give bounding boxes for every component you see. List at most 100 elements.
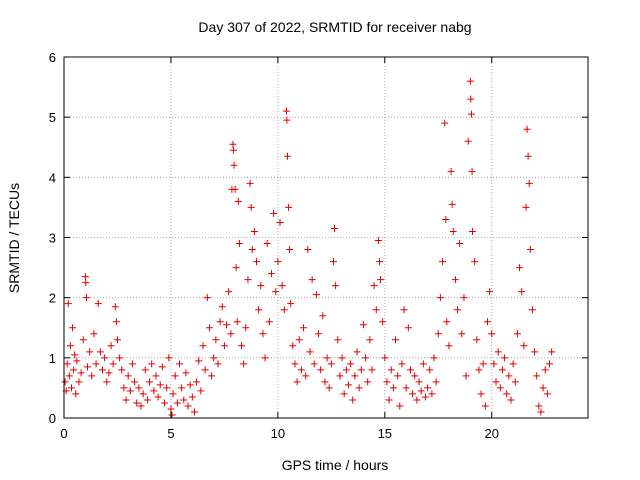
data-point-149 xyxy=(338,354,346,362)
data-point-52 xyxy=(154,393,162,401)
data-point-143 xyxy=(327,360,335,368)
x-tick-label-20: 20 xyxy=(485,426,499,441)
data-point-248 xyxy=(533,372,541,380)
data-point-219 xyxy=(475,366,483,374)
data-point-186 xyxy=(415,378,423,386)
data-point-225 xyxy=(488,330,496,338)
data-point-12 xyxy=(75,378,83,386)
data-point-15 xyxy=(81,273,89,281)
data-point-9 xyxy=(71,351,79,359)
data-point-179 xyxy=(400,306,408,314)
data-point-129 xyxy=(297,366,305,374)
data-point-222 xyxy=(481,402,489,410)
data-point-255 xyxy=(548,348,556,356)
data-point-209 xyxy=(460,294,468,302)
data-point-229 xyxy=(496,384,504,392)
data-point-213 xyxy=(467,95,475,103)
data-point-90 xyxy=(229,146,237,154)
data-point-37 xyxy=(122,396,130,404)
data-point-234 xyxy=(507,396,515,404)
data-point-192 xyxy=(428,390,436,398)
y-tick-label-2: 2 xyxy=(49,291,56,306)
data-point-174 xyxy=(389,384,397,392)
data-point-238 xyxy=(516,264,524,272)
data-point-92 xyxy=(231,185,239,193)
data-point-204 xyxy=(449,227,457,235)
data-point-139 xyxy=(319,312,327,320)
data-point-215 xyxy=(468,167,476,175)
data-point-130 xyxy=(300,324,308,332)
data-point-23 xyxy=(94,300,102,308)
data-point-24 xyxy=(96,348,104,356)
data-point-102 xyxy=(247,203,255,211)
data-point-21 xyxy=(90,330,98,338)
data-point-160 xyxy=(362,354,370,362)
data-point-56 xyxy=(163,384,171,392)
data-point-218 xyxy=(473,336,481,344)
data-point-152 xyxy=(344,381,352,389)
data-points xyxy=(61,77,556,419)
data-point-101 xyxy=(246,179,254,187)
data-point-133 xyxy=(306,348,314,356)
data-point-148 xyxy=(336,372,344,380)
data-point-183 xyxy=(409,390,417,398)
y-tick-label-3: 3 xyxy=(49,231,56,246)
data-point-141 xyxy=(323,354,331,362)
data-point-237 xyxy=(513,330,521,338)
data-point-32 xyxy=(112,318,120,326)
data-point-169 xyxy=(379,318,387,326)
data-point-45 xyxy=(139,390,147,398)
data-point-249 xyxy=(535,402,543,410)
data-point-4 xyxy=(65,372,73,380)
data-point-242 xyxy=(523,125,531,133)
data-point-251 xyxy=(539,384,547,392)
data-point-159 xyxy=(359,321,367,329)
data-point-58 xyxy=(167,405,175,413)
data-point-36 xyxy=(120,384,128,392)
data-point-175 xyxy=(392,336,400,344)
data-point-158 xyxy=(357,366,365,374)
data-point-198 xyxy=(441,119,449,127)
data-point-210 xyxy=(462,372,470,380)
data-point-207 xyxy=(456,240,464,248)
data-point-110 xyxy=(263,240,271,248)
data-point-117 xyxy=(278,282,286,290)
data-point-114 xyxy=(272,288,280,296)
data-point-150 xyxy=(340,390,348,398)
data-point-136 xyxy=(312,291,320,299)
data-point-86 xyxy=(225,288,233,296)
data-point-140 xyxy=(321,378,329,386)
data-point-211 xyxy=(464,137,472,145)
data-point-27 xyxy=(103,378,111,386)
data-point-118 xyxy=(280,306,288,314)
data-point-43 xyxy=(135,384,143,392)
data-point-153 xyxy=(347,360,355,368)
data-point-61 xyxy=(171,372,179,380)
y-axis-label: SRMTID / TECUs xyxy=(6,183,22,293)
data-point-113 xyxy=(270,209,278,217)
data-point-55 xyxy=(161,399,169,407)
data-point-54 xyxy=(158,363,166,371)
data-point-5 xyxy=(66,342,74,350)
data-point-115 xyxy=(274,258,282,266)
data-point-109 xyxy=(261,354,269,362)
data-point-176 xyxy=(394,372,402,380)
data-point-254 xyxy=(546,360,554,368)
data-point-228 xyxy=(494,348,502,356)
data-point-187 xyxy=(417,387,425,395)
data-point-98 xyxy=(240,360,248,368)
data-point-191 xyxy=(426,366,434,374)
data-point-244 xyxy=(525,179,533,187)
x-tick-label-10: 10 xyxy=(271,426,285,441)
data-point-147 xyxy=(334,336,342,344)
data-point-48 xyxy=(146,378,154,386)
data-point-180 xyxy=(402,384,410,392)
data-point-250 xyxy=(537,408,545,416)
data-point-170 xyxy=(381,354,389,362)
data-point-190 xyxy=(424,384,432,392)
x-tick-label-15: 15 xyxy=(378,426,392,441)
data-point-181 xyxy=(404,324,412,332)
data-point-22 xyxy=(92,360,100,368)
data-point-19 xyxy=(86,348,94,356)
data-point-2 xyxy=(63,360,71,368)
